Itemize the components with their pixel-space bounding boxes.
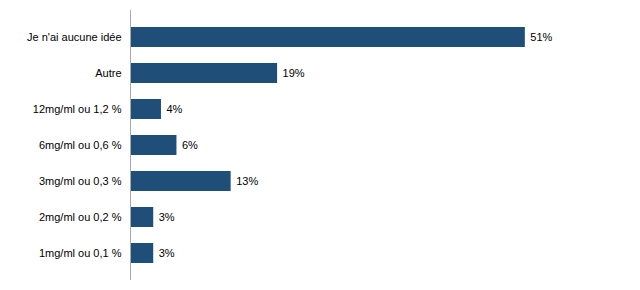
svg-text:3mg/ml ou 0,3 %: 3mg/ml ou 0,3 % bbox=[39, 175, 122, 187]
svg-text:1mg/ml ou 0,1 %: 1mg/ml ou 0,1 % bbox=[39, 247, 122, 259]
svg-text:13%: 13% bbox=[236, 175, 258, 187]
svg-text:3%: 3% bbox=[159, 211, 175, 223]
svg-text:Je n'ai aucune idée: Je n'ai aucune idée bbox=[27, 31, 121, 43]
svg-text:3%: 3% bbox=[159, 247, 175, 259]
svg-text:4%: 4% bbox=[166, 103, 182, 115]
svg-text:19%: 19% bbox=[283, 67, 305, 79]
svg-text:2mg/ml ou 0,2 %: 2mg/ml ou 0,2 % bbox=[39, 211, 122, 223]
svg-text:51%: 51% bbox=[530, 31, 552, 43]
svg-text:12mg/ml ou 1,2 %: 12mg/ml ou 1,2 % bbox=[33, 103, 122, 115]
svg-text:Autre: Autre bbox=[95, 67, 121, 79]
svg-text:6%: 6% bbox=[182, 139, 198, 151]
svg-text:6mg/ml ou 0,6 %: 6mg/ml ou 0,6 % bbox=[39, 139, 122, 151]
